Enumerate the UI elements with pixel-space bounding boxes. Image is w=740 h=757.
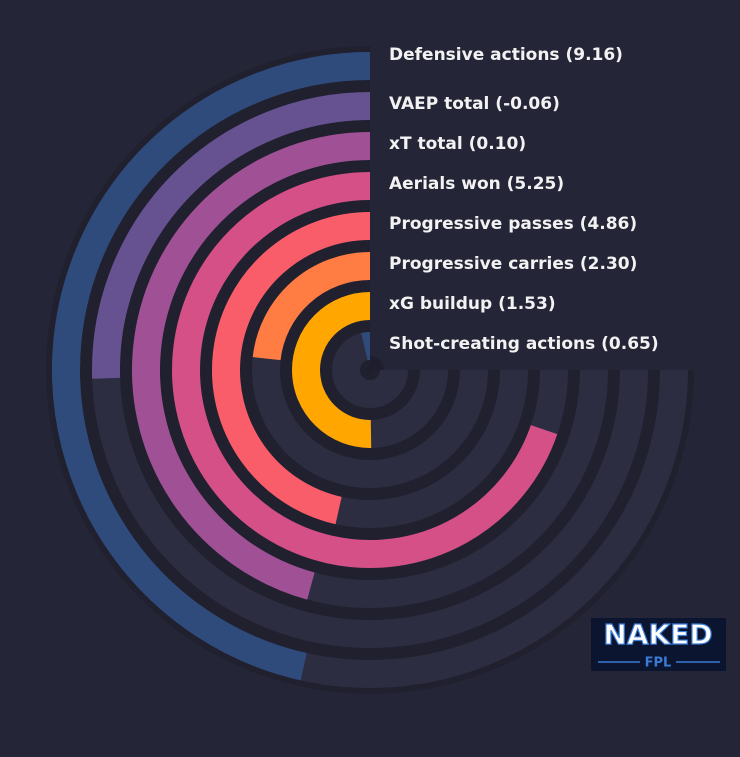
bar-label: Defensive actions (9.16) (389, 45, 623, 65)
radial-bar (292, 292, 372, 448)
bar-label: Progressive carries (2.30) (389, 254, 637, 274)
bar-label: Aerials won (5.25) (389, 174, 564, 194)
track (332, 332, 408, 408)
logo-title: NAKED (603, 618, 712, 651)
bar-label: Shot-creating actions (0.65) (389, 334, 659, 354)
bar-label: VAEP total (-0.06) (389, 94, 560, 114)
bar-label: xG buildup (1.53) (389, 294, 556, 314)
radial-bar (361, 332, 371, 361)
radial-bar (132, 132, 371, 600)
bar-label: xT total (0.10) (389, 134, 526, 154)
logo-subtitle: FPL (645, 656, 672, 671)
logo: NAKED FPL (591, 617, 726, 671)
radial-bar (172, 172, 558, 568)
radial-bar (212, 212, 371, 525)
radial-bar (252, 252, 371, 361)
radial-bar (52, 52, 371, 681)
bar-label: Progressive passes (4.86) (389, 214, 637, 234)
radial-bar (92, 92, 371, 379)
